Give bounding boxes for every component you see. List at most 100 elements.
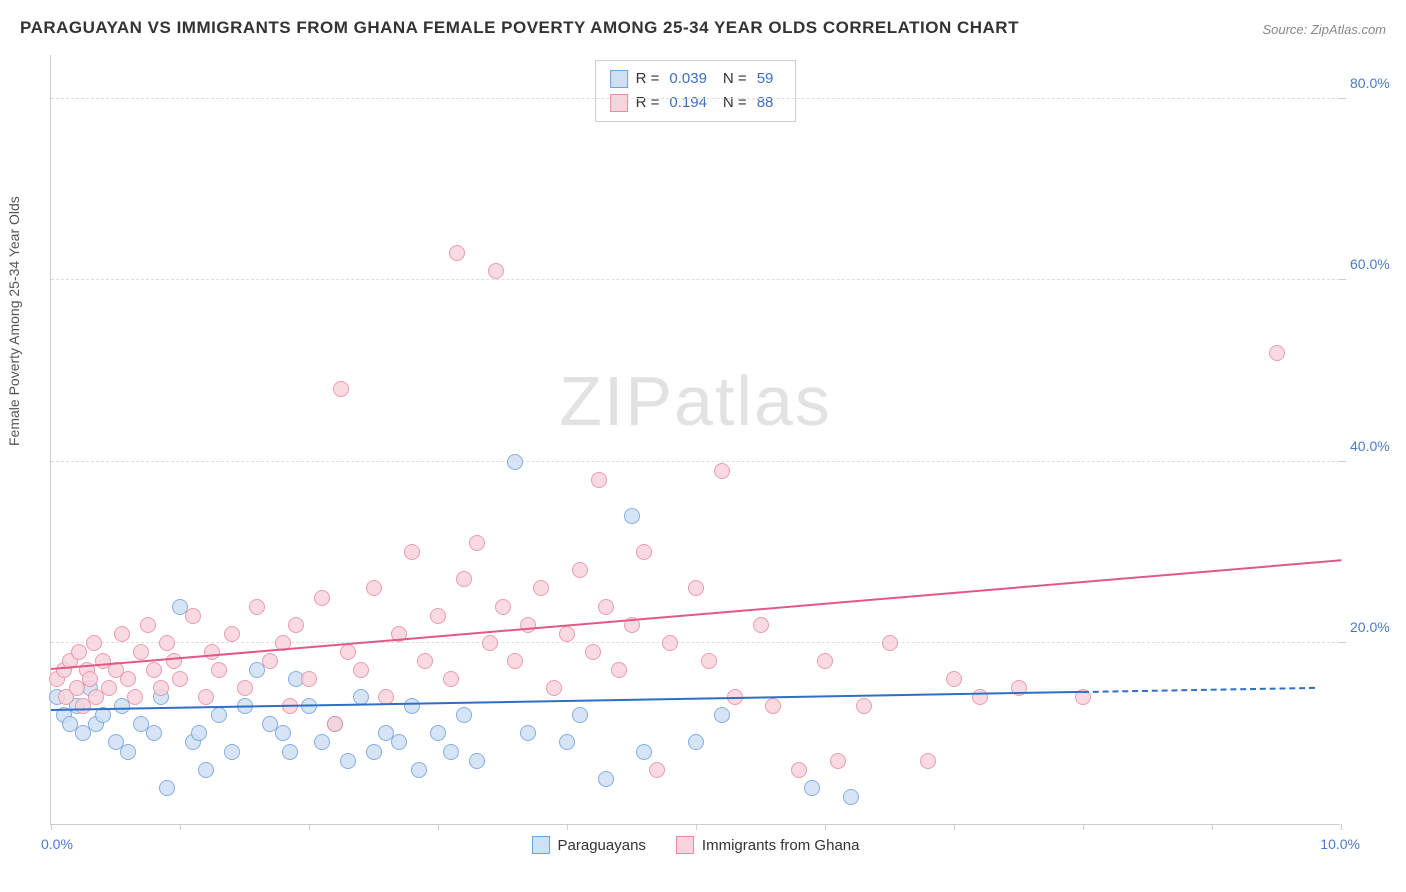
x-tick xyxy=(438,824,439,830)
grid-line xyxy=(51,461,1340,462)
data-point xyxy=(714,707,730,723)
data-point xyxy=(101,680,117,696)
bottom-legend: Paraguayans Immigrants from Ghana xyxy=(532,836,860,854)
x-tick xyxy=(309,824,310,830)
x-tick xyxy=(1212,824,1213,830)
data-point xyxy=(340,644,356,660)
x-tick xyxy=(825,824,826,830)
data-point xyxy=(488,263,504,279)
data-point xyxy=(172,671,188,687)
data-point xyxy=(688,734,704,750)
data-point xyxy=(469,753,485,769)
stats-swatch-2 xyxy=(610,94,628,112)
data-point xyxy=(753,617,769,633)
watermark-part2: atlas xyxy=(674,362,832,440)
legend-swatch-2 xyxy=(676,836,694,854)
grid-line xyxy=(51,642,1340,643)
data-point xyxy=(520,725,536,741)
chart-title: PARAGUAYAN VS IMMIGRANTS FROM GHANA FEMA… xyxy=(20,18,1019,38)
data-point xyxy=(559,734,575,750)
stats-r-label-1: R = xyxy=(636,67,660,91)
data-point xyxy=(546,680,562,696)
stats-row-1: R = 0.039 N = 59 xyxy=(610,67,782,91)
stats-n-label-2: N = xyxy=(723,91,747,115)
data-point xyxy=(882,635,898,651)
stats-n-value-2: 88 xyxy=(757,91,774,115)
data-point xyxy=(391,734,407,750)
data-point xyxy=(159,635,175,651)
legend-item-1: Paraguayans xyxy=(532,836,646,854)
data-point xyxy=(636,544,652,560)
data-point xyxy=(159,780,175,796)
x-tick xyxy=(567,824,568,830)
data-point xyxy=(920,753,936,769)
data-point xyxy=(469,535,485,551)
data-point xyxy=(507,653,523,669)
data-point xyxy=(624,508,640,524)
data-point xyxy=(714,463,730,479)
legend-label-2: Immigrants from Ghana xyxy=(702,837,860,854)
data-point xyxy=(166,653,182,669)
plot-area: ZIPatlas R = 0.039 N = 59 R = 0.194 N = … xyxy=(50,55,1340,825)
data-point xyxy=(366,580,382,596)
data-point xyxy=(856,698,872,714)
data-point xyxy=(224,744,240,760)
stats-swatch-1 xyxy=(610,70,628,88)
data-point xyxy=(946,671,962,687)
x-tick xyxy=(1341,824,1342,830)
data-point xyxy=(417,653,433,669)
data-point xyxy=(333,381,349,397)
data-point xyxy=(204,644,220,660)
data-point xyxy=(443,671,459,687)
data-point xyxy=(224,626,240,642)
x-tick xyxy=(954,824,955,830)
data-point xyxy=(585,644,601,660)
data-point xyxy=(598,771,614,787)
data-point xyxy=(301,671,317,687)
y-axis-label: Female Poverty Among 25-34 Year Olds xyxy=(6,196,22,446)
data-point xyxy=(120,744,136,760)
data-point xyxy=(662,635,678,651)
data-point xyxy=(366,744,382,760)
data-point xyxy=(688,580,704,596)
trend-line-dash xyxy=(1083,687,1315,693)
data-point xyxy=(198,689,214,705)
stats-row-2: R = 0.194 N = 88 xyxy=(610,91,782,115)
y-tick xyxy=(1340,461,1346,462)
data-point xyxy=(146,725,162,741)
trend-line xyxy=(51,559,1341,670)
data-point xyxy=(237,680,253,696)
data-point xyxy=(791,762,807,778)
stats-box: R = 0.039 N = 59 R = 0.194 N = 88 xyxy=(595,60,797,122)
stats-r-value-1: 0.039 xyxy=(669,67,707,91)
x-tick xyxy=(51,824,52,830)
data-point xyxy=(1269,345,1285,361)
data-point xyxy=(404,544,420,560)
data-point xyxy=(353,662,369,678)
legend-swatch-1 xyxy=(532,836,550,854)
data-point xyxy=(559,626,575,642)
y-tick xyxy=(1340,642,1346,643)
stats-r-label-2: R = xyxy=(636,91,660,115)
source-attribution: Source: ZipAtlas.com xyxy=(1262,22,1386,37)
data-point xyxy=(482,635,498,651)
data-point xyxy=(86,635,102,651)
data-point xyxy=(249,599,265,615)
data-point xyxy=(191,725,207,741)
data-point xyxy=(817,653,833,669)
data-point xyxy=(127,689,143,705)
data-point xyxy=(830,753,846,769)
data-point xyxy=(456,571,472,587)
data-point xyxy=(327,716,343,732)
legend-item-2: Immigrants from Ghana xyxy=(676,836,860,854)
data-point xyxy=(314,590,330,606)
data-point xyxy=(972,689,988,705)
data-point xyxy=(185,608,201,624)
grid-line xyxy=(51,98,1340,99)
data-point xyxy=(411,762,427,778)
x-origin-label: 0.0% xyxy=(41,836,73,852)
y-tick xyxy=(1340,279,1346,280)
data-point xyxy=(701,653,717,669)
data-point xyxy=(114,626,130,642)
data-point xyxy=(495,599,511,615)
